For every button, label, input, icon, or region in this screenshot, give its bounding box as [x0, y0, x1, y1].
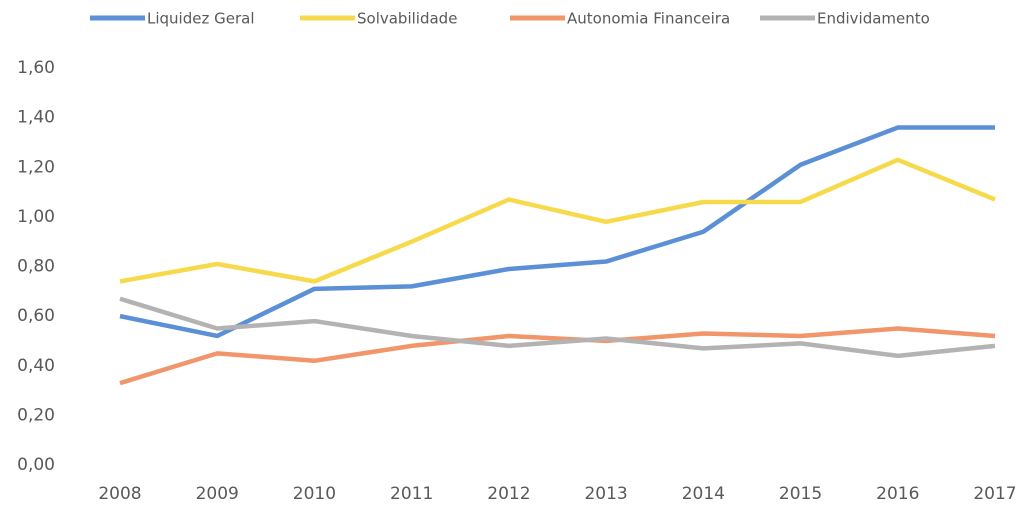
legend-label: Solvabilidade	[357, 10, 457, 28]
series-line	[119, 157, 996, 284]
legend-label: Autonomia Financeira	[567, 10, 730, 28]
y-tick-label: 0,20	[17, 405, 55, 425]
y-tick-label: 0,40	[17, 356, 55, 376]
y-tick-label: 0,00	[17, 455, 55, 475]
series-line	[119, 125, 995, 339]
y-tick-label: 1,60	[17, 58, 55, 78]
y-tick-label: 1,00	[17, 207, 55, 227]
series-line	[119, 326, 996, 386]
y-tick-label: 1,20	[17, 157, 55, 177]
x-tick-label: 2008	[98, 484, 141, 504]
x-tick-label: 2010	[293, 484, 336, 504]
legend-label: Endividamento	[817, 10, 930, 28]
y-tick-label: 1,40	[17, 108, 55, 128]
x-tick-label: 2012	[487, 484, 530, 504]
x-tick-label: 2014	[682, 484, 725, 504]
x-tick-label: 2016	[876, 484, 919, 504]
legend-label: Liquidez Geral	[147, 10, 255, 28]
y-tick-label: 0,60	[17, 306, 55, 326]
x-tick-label: 2011	[390, 484, 433, 504]
series-line	[119, 296, 996, 359]
x-tick-label: 2015	[779, 484, 822, 504]
x-tick-label: 2009	[196, 484, 239, 504]
y-tick-label: 0,80	[17, 257, 55, 277]
x-tick-label: 2017	[973, 484, 1016, 504]
x-tick-label: 2013	[584, 484, 627, 504]
